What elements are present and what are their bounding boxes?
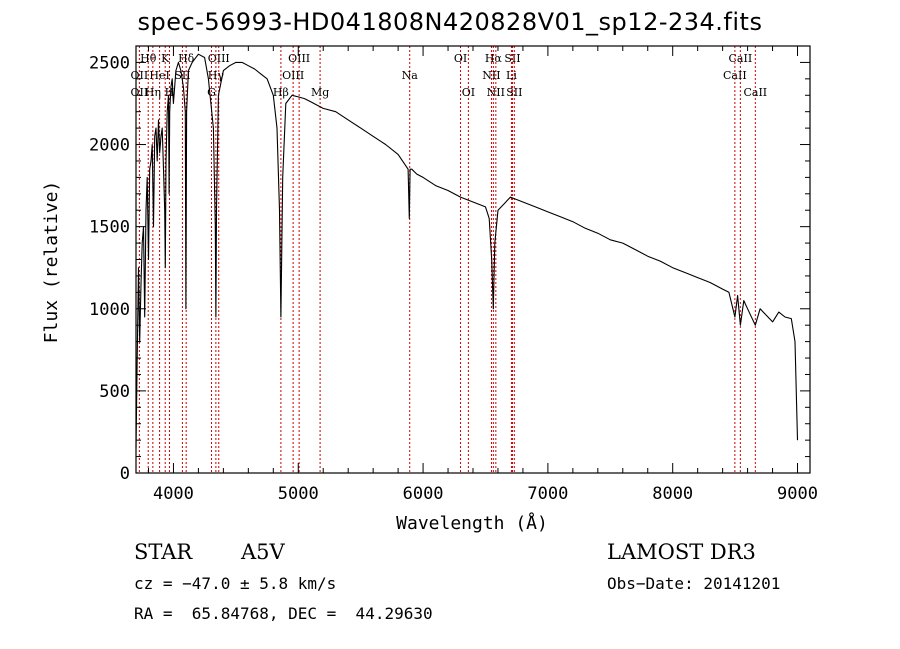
y-tick-label: 1000 [89, 300, 130, 320]
spectral-line-label: OII [131, 86, 149, 99]
spectral-line-label: Hβ [273, 86, 289, 99]
x-tick-label: 9000 [777, 484, 818, 504]
spectral-line-label: SII [506, 86, 522, 99]
x-tick-label: 6000 [403, 484, 444, 504]
redshift-velocity: cz = −47.0 ± 5.8 km/s [134, 574, 337, 593]
spectral-line-label: CaII [743, 86, 767, 99]
spectral-line-label: Mg [311, 86, 329, 99]
x-tick-label: 7000 [527, 484, 568, 504]
spectral-line-label: H [165, 86, 175, 99]
observation-date: Obs−Date: 20141201 [607, 574, 781, 593]
spectral-line-label: SII [174, 69, 190, 82]
spectral-line-label: Hη [145, 86, 161, 99]
flux-line [135, 53, 799, 449]
spectral-line-label: Hθ [140, 52, 157, 65]
flux-series [135, 53, 799, 449]
survey-name: LAMOST DR3 [607, 540, 756, 564]
axis-tick-labels: 4000 5000 6000 7000 8000 9000 0 500 1000 1500 2000… [89, 53, 818, 504]
spectral-line-label: Li [506, 69, 517, 82]
chart-title: spec-56993-HD041808N420828V01_sp12-234.f… [137, 8, 763, 36]
spectral-line-label: SII [504, 52, 520, 65]
x-axis-label: Wavelength (Å) [396, 512, 548, 534]
x-tick-label: 5000 [278, 484, 319, 504]
spectral-line-label: Na [402, 69, 419, 82]
y-tick-label: 1500 [89, 218, 130, 238]
spectral-line-label: OIII [282, 69, 304, 82]
coordinates: RA = 65.84768, DEC = 44.29630 [134, 604, 433, 623]
y-tick-label: 500 [99, 382, 130, 402]
spectral-line-label: CaII [723, 69, 747, 82]
x-tick-label: 8000 [652, 484, 693, 504]
spectral-line-label: OII [131, 69, 149, 82]
y-axis-label: Flux (relative) [41, 181, 62, 344]
object-subclass: A5V [241, 540, 285, 564]
axis-ticks [136, 45, 810, 474]
spectral-line-label: G [207, 86, 216, 99]
spectral-line-label: CaII [729, 52, 753, 65]
plot-frame [135, 45, 811, 474]
spectral-line-label: K [161, 52, 170, 65]
x-tick-label: 4000 [153, 484, 194, 504]
y-tick-label: 0 [120, 464, 130, 484]
object-class: STAR [134, 540, 193, 564]
spectral-line-label: OIII [208, 52, 230, 65]
spectral-line-label: OIII [288, 52, 310, 65]
y-tick-label: 2500 [89, 53, 130, 73]
spectral-line-label: OI [462, 86, 475, 99]
y-tick-label: 2000 [89, 136, 130, 156]
spectral-line-label: OI [454, 52, 467, 65]
spectral-line-label: Hα [485, 52, 503, 65]
spectral-line-label: NII [482, 69, 500, 82]
spectral-line-label: HeI [149, 69, 169, 82]
spectral-line-label: NII [487, 86, 505, 99]
